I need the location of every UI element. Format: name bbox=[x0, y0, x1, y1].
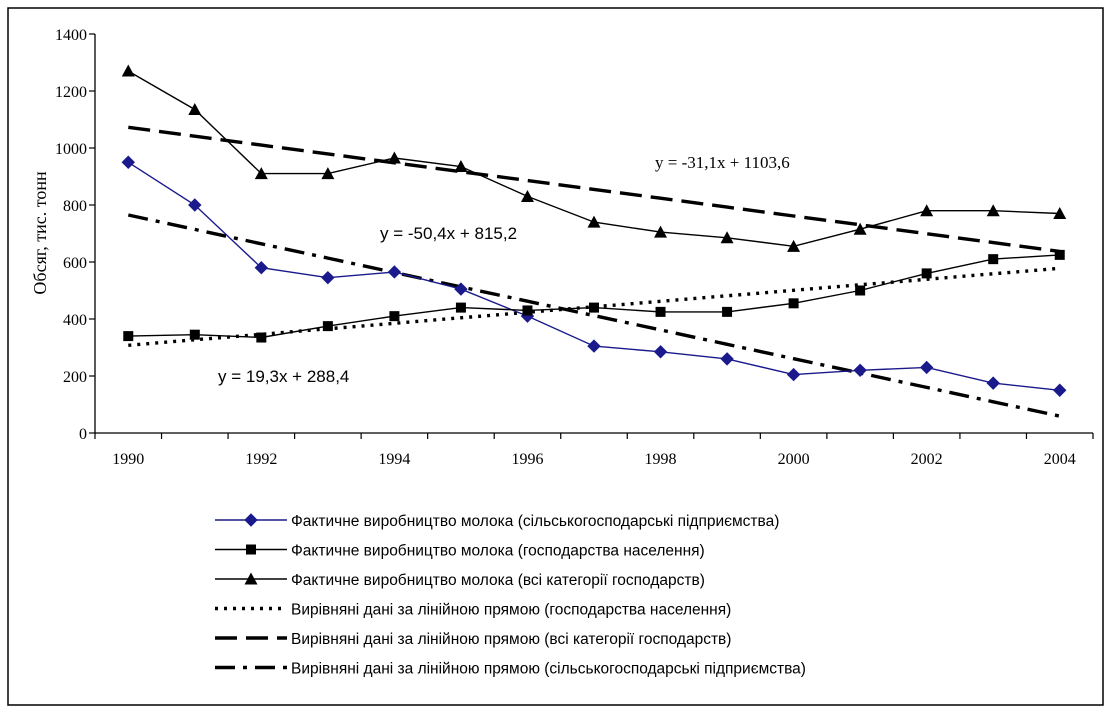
legend-label: Фактичне виробництво молока (господарств… bbox=[291, 543, 705, 560]
data-point-s1-4 bbox=[389, 311, 400, 322]
data-point-s0-9 bbox=[720, 352, 734, 366]
legend-label: Фактичне виробництво молока (всі категор… bbox=[291, 572, 705, 589]
x-tick-label: 1992 bbox=[245, 451, 277, 468]
y-tick-label: 600 bbox=[63, 255, 87, 272]
data-point-s1-12 bbox=[921, 268, 932, 279]
data-point-s2-3 bbox=[321, 167, 335, 180]
x-tick-label: 1996 bbox=[511, 451, 543, 468]
legend-marker bbox=[244, 572, 258, 585]
series-markers bbox=[121, 64, 1067, 397]
y-tick-label: 400 bbox=[63, 312, 87, 329]
data-point-s1-11 bbox=[855, 285, 866, 296]
data-point-s0-1 bbox=[188, 198, 202, 212]
legend-item: Вирівняні дані за лінійною прямою (всі к… bbox=[215, 631, 731, 648]
data-point-s2-0 bbox=[121, 64, 135, 77]
data-point-s0-3 bbox=[321, 270, 335, 285]
series-line-4 bbox=[128, 125, 1060, 254]
axes: 0 200 400 600 800 1000 1200 1400 1990 1992 1994 199… bbox=[55, 27, 1094, 468]
data-point-s1-8 bbox=[655, 306, 666, 317]
data-point-s2-2 bbox=[254, 167, 268, 180]
data-point-s0-13 bbox=[986, 376, 1000, 390]
y-tick-label: 0 bbox=[79, 426, 87, 443]
data-point-s1-6 bbox=[522, 305, 533, 316]
data-point-s0-11 bbox=[853, 363, 867, 378]
data-point-s2-13 bbox=[986, 204, 1000, 217]
x-tick-label: 2000 bbox=[778, 451, 810, 468]
data-point-s1-1 bbox=[189, 329, 200, 340]
data-point-s0-2 bbox=[254, 260, 269, 275]
data-point-s1-13 bbox=[988, 254, 999, 265]
x-tick-label: 2004 bbox=[1044, 451, 1076, 468]
legend-label: Фактичне виробництво молока (сільськогос… bbox=[291, 513, 779, 530]
series-line-3 bbox=[128, 266, 1060, 347]
y-tick-label: 200 bbox=[63, 369, 87, 386]
data-point-s0-8 bbox=[653, 345, 668, 359]
legend: Фактичне виробництво молока (сільськогос… bbox=[215, 513, 806, 678]
data-point-s1-9 bbox=[722, 306, 733, 317]
legend-marker bbox=[246, 544, 256, 555]
legend-item: Фактичне виробництво молока (сільськогос… bbox=[215, 513, 779, 530]
data-point-s0-14 bbox=[1053, 383, 1067, 397]
y-tick-label: 1000 bbox=[55, 141, 87, 158]
legend-label: Вирівняні дані за лінійною прямою (сільс… bbox=[291, 661, 806, 678]
y-tick-label: 1400 bbox=[55, 27, 87, 44]
x-tick-label: 1998 bbox=[645, 451, 677, 468]
trend-equation-0: y = -31,1x + 1103,6 bbox=[655, 153, 790, 172]
legend-marker bbox=[244, 513, 258, 527]
legend-label: Вирівняні дані за лінійною прямою (всі к… bbox=[291, 631, 731, 648]
data-point-s0-7 bbox=[587, 339, 601, 353]
data-point-s2-1 bbox=[188, 103, 202, 116]
data-point-s2-5 bbox=[454, 160, 468, 173]
legend-item: Вирівняні дані за лінійною прямою (госпо… bbox=[215, 602, 731, 619]
data-point-s1-14 bbox=[1054, 249, 1065, 260]
data-point-s2-11 bbox=[853, 222, 867, 235]
data-point-s2-14 bbox=[1053, 207, 1067, 220]
data-point-s0-4 bbox=[387, 265, 402, 279]
legend-label: Вирівняні дані за лінійною прямою (госпо… bbox=[291, 602, 731, 619]
trend-equation-2: y = 19,3x + 288,4 bbox=[218, 367, 349, 386]
chart-frame bbox=[7, 7, 1104, 706]
data-point-s1-2 bbox=[256, 332, 267, 343]
data-point-s2-7 bbox=[587, 215, 601, 228]
data-point-s0-5 bbox=[454, 282, 468, 296]
data-point-s2-9 bbox=[720, 231, 734, 244]
data-point-s2-6 bbox=[520, 189, 534, 202]
legend-item: Фактичне виробництво молока (господарств… bbox=[215, 543, 705, 560]
data-point-s1-3 bbox=[322, 321, 333, 332]
y-tick-label: 800 bbox=[63, 198, 87, 215]
y-tick-label: 1200 bbox=[55, 84, 87, 101]
x-tick-label: 1990 bbox=[112, 451, 144, 468]
trend-equations: y = -31,1x + 1103,6 y = -50,4x + 815,2 y =… bbox=[218, 153, 790, 386]
data-point-s1-7 bbox=[589, 302, 599, 313]
data-point-s2-12 bbox=[920, 204, 934, 217]
trendlines bbox=[127, 125, 1061, 418]
y-axis-title: Обсяг, тис. тонн bbox=[30, 171, 50, 295]
data-point-s2-4 bbox=[387, 151, 401, 164]
trend-equation-1: y = -50,4x + 815,2 bbox=[380, 224, 517, 243]
data-point-s0-10 bbox=[786, 367, 801, 382]
data-point-s1-0 bbox=[123, 331, 134, 342]
data-point-s2-8 bbox=[654, 225, 668, 238]
x-tick-label: 2002 bbox=[911, 451, 943, 468]
data-point-s1-5 bbox=[455, 302, 466, 313]
data-point-s0-0 bbox=[121, 155, 135, 169]
legend-item: Вирівняні дані за лінійною прямою (сільс… bbox=[215, 661, 806, 678]
data-point-s2-10 bbox=[787, 239, 801, 252]
x-tick-label: 1994 bbox=[378, 451, 410, 468]
data-point-s0-12 bbox=[919, 360, 934, 375]
data-point-s1-10 bbox=[788, 298, 799, 309]
legend-item: Фактичне виробництво молока (всі категор… bbox=[215, 572, 705, 589]
